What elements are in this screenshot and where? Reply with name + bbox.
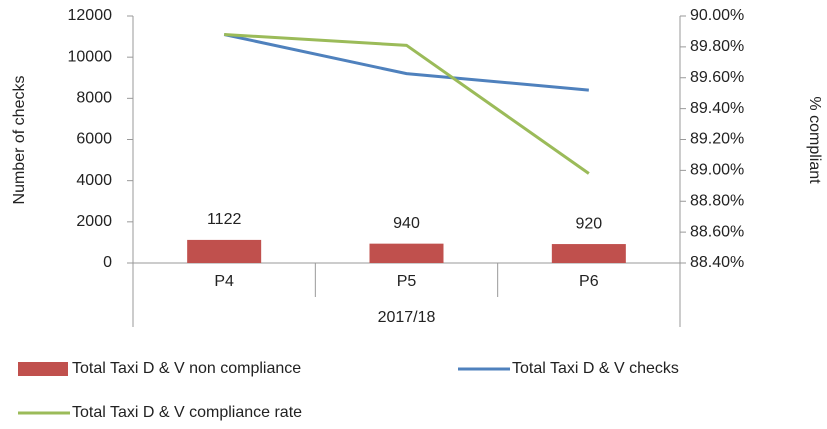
- bar: [551, 244, 626, 263]
- x-tick-label: P5: [397, 273, 417, 290]
- y2-tick-label: 89.80%: [690, 38, 744, 55]
- data-label: 920: [575, 215, 602, 232]
- y-axis-label: Number of checks: [11, 76, 28, 205]
- x-tick-label: P4: [214, 273, 234, 290]
- bar: [187, 239, 262, 263]
- y-tick-label: 8000: [76, 90, 112, 107]
- x-tick-label: P6: [579, 273, 599, 290]
- y2-tick-label: 89.00%: [690, 162, 744, 179]
- category-group-label: 2017/18: [378, 309, 436, 326]
- y-tick-label: 4000: [76, 172, 112, 189]
- y2-tick-label: 88.80%: [690, 192, 744, 209]
- y2-tick-label: 89.40%: [690, 100, 744, 117]
- data-label: 1122: [207, 211, 242, 228]
- y2-tick-label: 89.60%: [690, 69, 744, 86]
- legend-label: Total Taxi D & V non compliance: [72, 360, 301, 377]
- line: [224, 33, 590, 175]
- y-tick-label: 0: [103, 254, 112, 271]
- y2-axis-label: % compliant: [806, 96, 823, 184]
- y-tick-label: 2000: [76, 213, 112, 230]
- y-tick-label: 6000: [76, 131, 112, 148]
- y-tick-label: 10000: [68, 48, 113, 65]
- bar: [369, 243, 444, 263]
- data-label: 940: [393, 215, 420, 232]
- legend-swatch: [18, 362, 68, 376]
- y2-tick-label: 88.40%: [690, 254, 744, 271]
- y2-tick-label: 90.00%: [690, 7, 744, 24]
- line: [223, 33, 589, 92]
- legend-label: Total Taxi D & V compliance rate: [72, 404, 302, 421]
- legend-label: Total Taxi D & V checks: [512, 360, 679, 377]
- y2-tick-label: 89.20%: [690, 131, 744, 148]
- y-tick-label: 12000: [68, 7, 113, 24]
- y2-tick-label: 88.60%: [690, 223, 744, 240]
